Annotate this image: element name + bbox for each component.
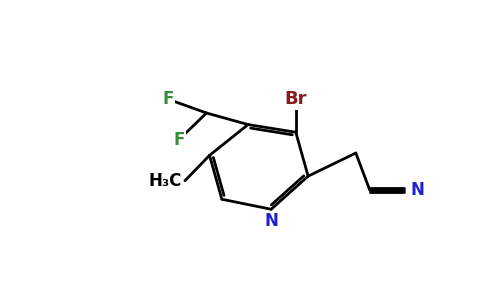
Text: N: N [264, 212, 278, 230]
Text: F: F [162, 90, 174, 108]
Text: Br: Br [285, 90, 307, 108]
Text: H₃C: H₃C [149, 172, 182, 190]
Text: F: F [173, 131, 184, 149]
Text: N: N [410, 181, 424, 199]
